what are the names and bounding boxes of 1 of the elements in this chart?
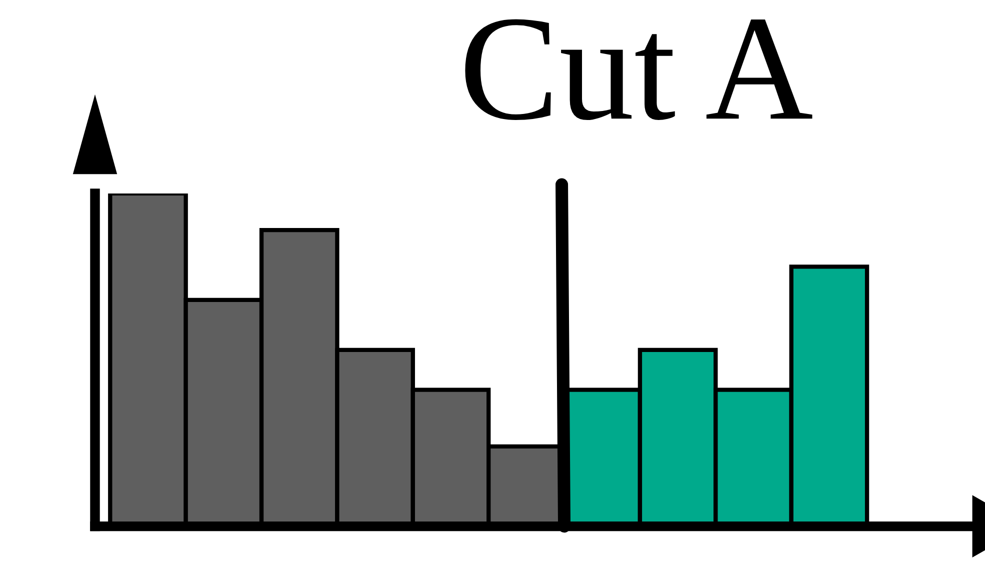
text: Cut A bbox=[465, 19, 812, 120]
